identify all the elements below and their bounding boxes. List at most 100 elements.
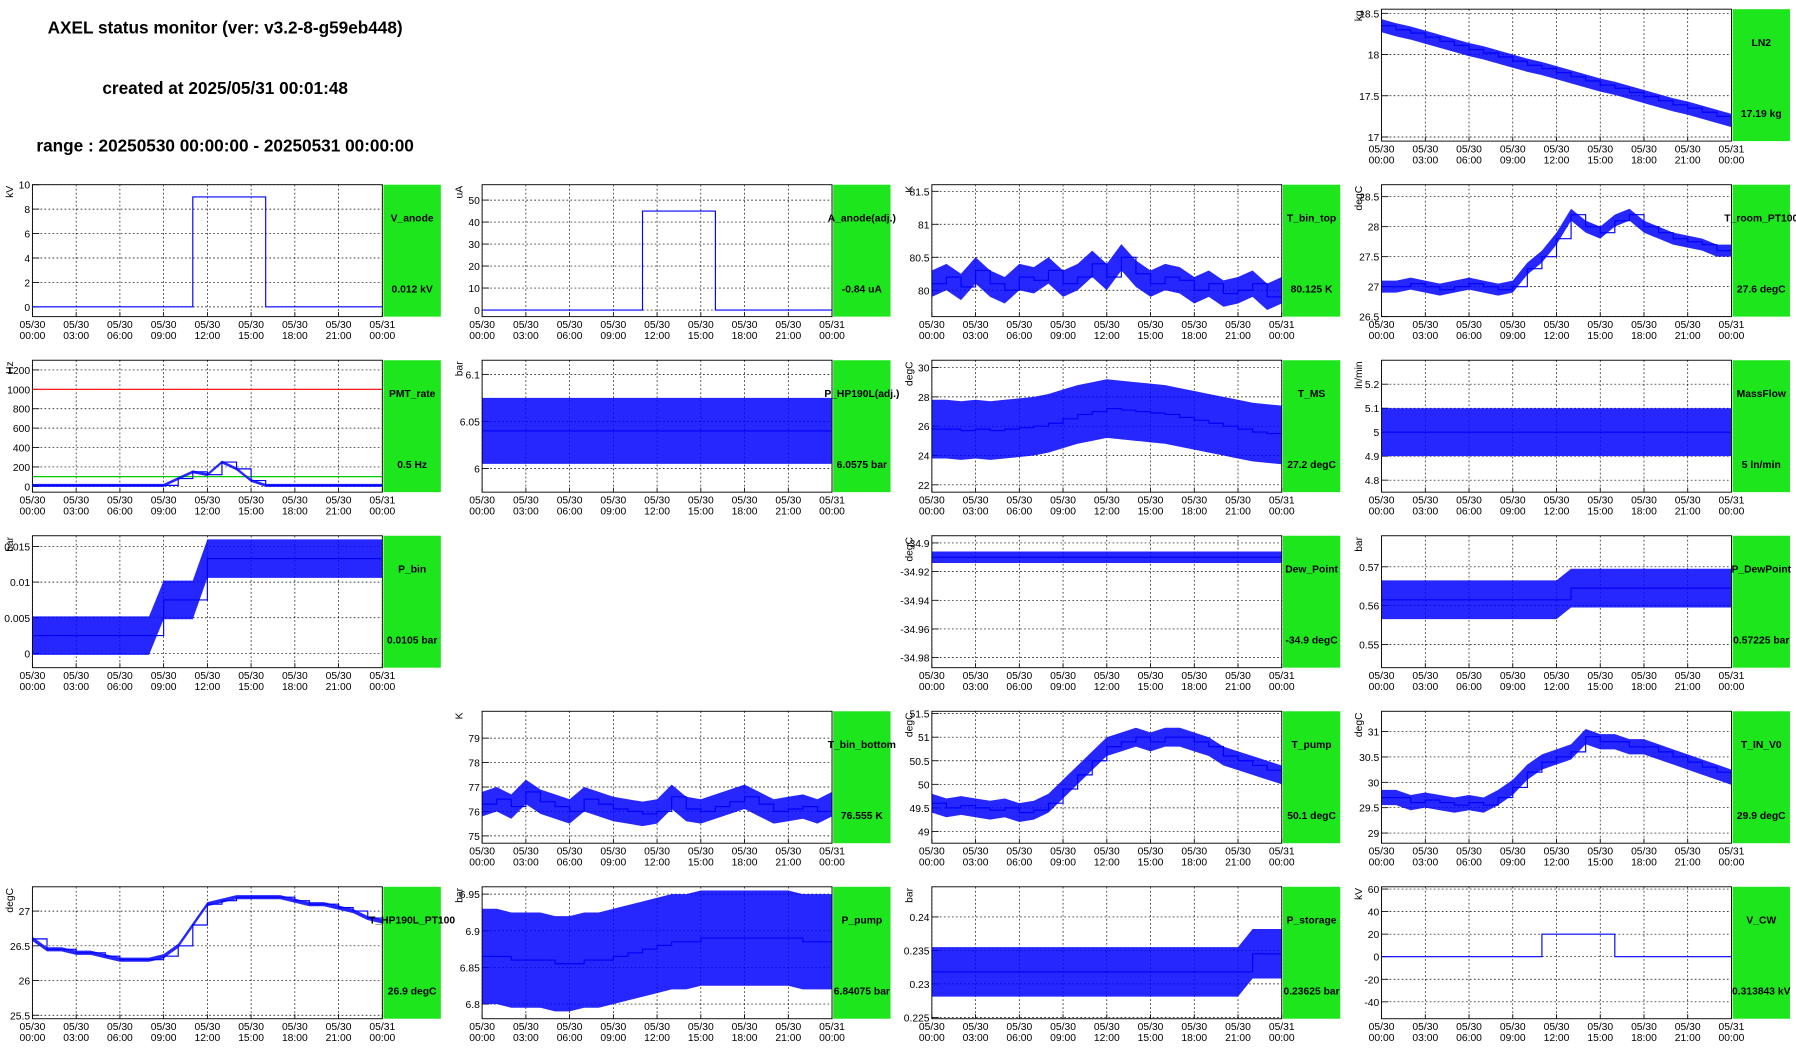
x-tick-label: 05/30 06:00 bbox=[557, 1022, 583, 1044]
x-tick-label: 05/30 21:00 bbox=[1225, 671, 1251, 693]
series bbox=[482, 890, 833, 1012]
x-tick-label: 05/30 15:00 bbox=[1587, 1022, 1613, 1044]
y-tick-label: 80.5 bbox=[909, 253, 929, 264]
x-tick-label: 05/30 12:00 bbox=[1544, 847, 1570, 869]
x-tick-label: 05/30 18:00 bbox=[282, 496, 308, 518]
y-tick-label: -34.92 bbox=[900, 568, 930, 579]
y-tick-label: 5 bbox=[1374, 428, 1380, 439]
x-tick-label: 05/30 12:00 bbox=[1544, 671, 1570, 693]
y-tick-label: -20 bbox=[1364, 975, 1379, 986]
y-tick-label: 6.8 bbox=[465, 1000, 480, 1011]
status-box bbox=[1732, 360, 1790, 493]
status-name: T_pump bbox=[1292, 740, 1332, 751]
x-tick-label: 05/30 00:00 bbox=[919, 496, 945, 518]
x-tick-label: 05/30 09:00 bbox=[1050, 847, 1076, 869]
y-axis-label: Hz bbox=[5, 361, 16, 374]
x-tick-label: 05/30 03:00 bbox=[1412, 1022, 1438, 1044]
status-name: Dew_Point bbox=[1285, 564, 1338, 575]
series-line bbox=[1381, 587, 1732, 601]
y-tick-label: 17.5 bbox=[1359, 92, 1379, 103]
status-value: 0.0105 bar bbox=[387, 636, 437, 647]
y-tick-label: 78 bbox=[468, 759, 480, 770]
x-tick-label: 05/30 06:00 bbox=[1006, 320, 1032, 342]
series bbox=[482, 779, 833, 827]
status-value: 0.5 Hz bbox=[397, 460, 427, 471]
y-tick-label: 29 bbox=[1368, 829, 1380, 840]
x-tick-label: 05/30 00:00 bbox=[469, 847, 495, 869]
x-tick-label: 05/30 21:00 bbox=[1225, 496, 1251, 518]
y-tick-label: 6 bbox=[474, 465, 480, 476]
x-tick-label: 05/30 21:00 bbox=[1675, 496, 1701, 518]
panel: 05/30 00:00 05/30 03:00 05/30 06:00 05/30 09:00… bbox=[455, 710, 896, 869]
x-tick-label: 05/30 00:00 bbox=[469, 496, 495, 518]
x-tick-label: 05/30 15:00 bbox=[1138, 671, 1164, 693]
status-name: T_IN_V0 bbox=[1741, 740, 1782, 751]
x-tick-label: 05/30 09:00 bbox=[600, 1022, 626, 1044]
x-tick-label: 05/30 09:00 bbox=[151, 1022, 177, 1044]
x-tick-label: 05/30 09:00 bbox=[1500, 671, 1526, 693]
status-name: T_room_PT100 bbox=[1724, 213, 1796, 224]
y-tick-label: 29.5 bbox=[1359, 804, 1379, 815]
status-box bbox=[833, 184, 891, 317]
y-tick-label: 0 bbox=[1374, 953, 1380, 964]
y-tick-label: 26 bbox=[19, 977, 31, 988]
x-tick-label: 05/30 18:00 bbox=[1181, 320, 1207, 342]
x-tick-label: 05/30 00:00 bbox=[1369, 1022, 1395, 1044]
status-box bbox=[1732, 886, 1790, 1019]
x-tick-label: 05/30 12:00 bbox=[194, 496, 220, 518]
series bbox=[931, 379, 1282, 465]
x-tick-label: 05/30 06:00 bbox=[1456, 1022, 1482, 1044]
x-tick-label: 05/30 03:00 bbox=[1412, 847, 1438, 869]
y-tick-label: 49 bbox=[918, 827, 930, 838]
y-tick-label: 0.57 bbox=[1359, 563, 1379, 574]
status-name: T_HP190L_PT100 bbox=[369, 916, 455, 927]
x-tick-label: 05/30 09:00 bbox=[1500, 847, 1526, 869]
x-tick-label: 05/30 21:00 bbox=[1225, 320, 1251, 342]
y-tick-label: 20 bbox=[1368, 930, 1380, 941]
x-tick-label: 05/30 18:00 bbox=[732, 496, 758, 518]
y-tick-label: 200 bbox=[13, 463, 30, 474]
x-tick-label: 05/30 21:00 bbox=[1675, 1022, 1701, 1044]
x-tick-label: 05/30 21:00 bbox=[326, 496, 352, 518]
y-tick-label: 20 bbox=[468, 262, 480, 273]
series bbox=[931, 551, 1282, 563]
y-tick-label: 0.005 bbox=[4, 614, 30, 625]
y-tick-label: 28 bbox=[1368, 223, 1380, 234]
x-tick-label: 05/30 15:00 bbox=[1587, 671, 1613, 693]
y-tick-label: 40 bbox=[1368, 908, 1380, 919]
y-tick-label: 0.235 bbox=[904, 946, 930, 957]
y-tick-label: 17 bbox=[1368, 133, 1380, 144]
y-tick-label: 4.8 bbox=[1365, 476, 1380, 487]
series bbox=[1381, 208, 1732, 296]
x-tick-label: 05/30 12:00 bbox=[194, 320, 220, 342]
series-line bbox=[32, 896, 383, 961]
x-tick-label: 05/30 18:00 bbox=[1181, 1022, 1207, 1044]
x-tick-label: 05/30 12:00 bbox=[1094, 1022, 1120, 1044]
x-tick-label: 05/30 18:00 bbox=[732, 847, 758, 869]
y-tick-label: -34.94 bbox=[900, 596, 930, 607]
x-tick-label: 05/30 15:00 bbox=[1587, 496, 1613, 518]
x-tick-label: 05/30 06:00 bbox=[1006, 496, 1032, 518]
x-tick-label: 05/30 06:00 bbox=[1006, 1022, 1032, 1044]
status-box bbox=[833, 711, 891, 844]
plot-frame bbox=[931, 535, 1283, 669]
y-tick-label: 4 bbox=[24, 254, 30, 265]
x-tick-label: 05/30 06:00 bbox=[1456, 671, 1482, 693]
y-tick-label: 26.5 bbox=[1359, 313, 1379, 324]
created-time: created at 2025/05/31 00:01:48 bbox=[102, 78, 348, 98]
x-tick-label: 05/30 21:00 bbox=[1675, 671, 1701, 693]
status-name: T_bin_bottom bbox=[828, 740, 896, 751]
y-tick-label: 60 bbox=[1368, 885, 1380, 896]
x-tick-label: 05/30 00:00 bbox=[1369, 496, 1395, 518]
x-tick-label: 05/30 15:00 bbox=[1138, 320, 1164, 342]
y-tick-label: 77 bbox=[468, 783, 480, 794]
y-tick-label: 50 bbox=[468, 196, 480, 207]
x-tick-label: 05/30 12:00 bbox=[1544, 320, 1570, 342]
x-tick-label: 05/30 06:00 bbox=[107, 496, 133, 518]
status-box bbox=[383, 535, 441, 668]
x-tick-label: 05/30 00:00 bbox=[1369, 145, 1395, 167]
panel: 05/30 00:00 05/30 03:00 05/30 06:00 05/30 09:00… bbox=[5, 181, 441, 342]
x-tick-label: 05/30 12:00 bbox=[1544, 145, 1570, 167]
x-tick-label: 05/30 06:00 bbox=[1006, 671, 1032, 693]
x-tick-label: 05/30 12:00 bbox=[644, 320, 670, 342]
